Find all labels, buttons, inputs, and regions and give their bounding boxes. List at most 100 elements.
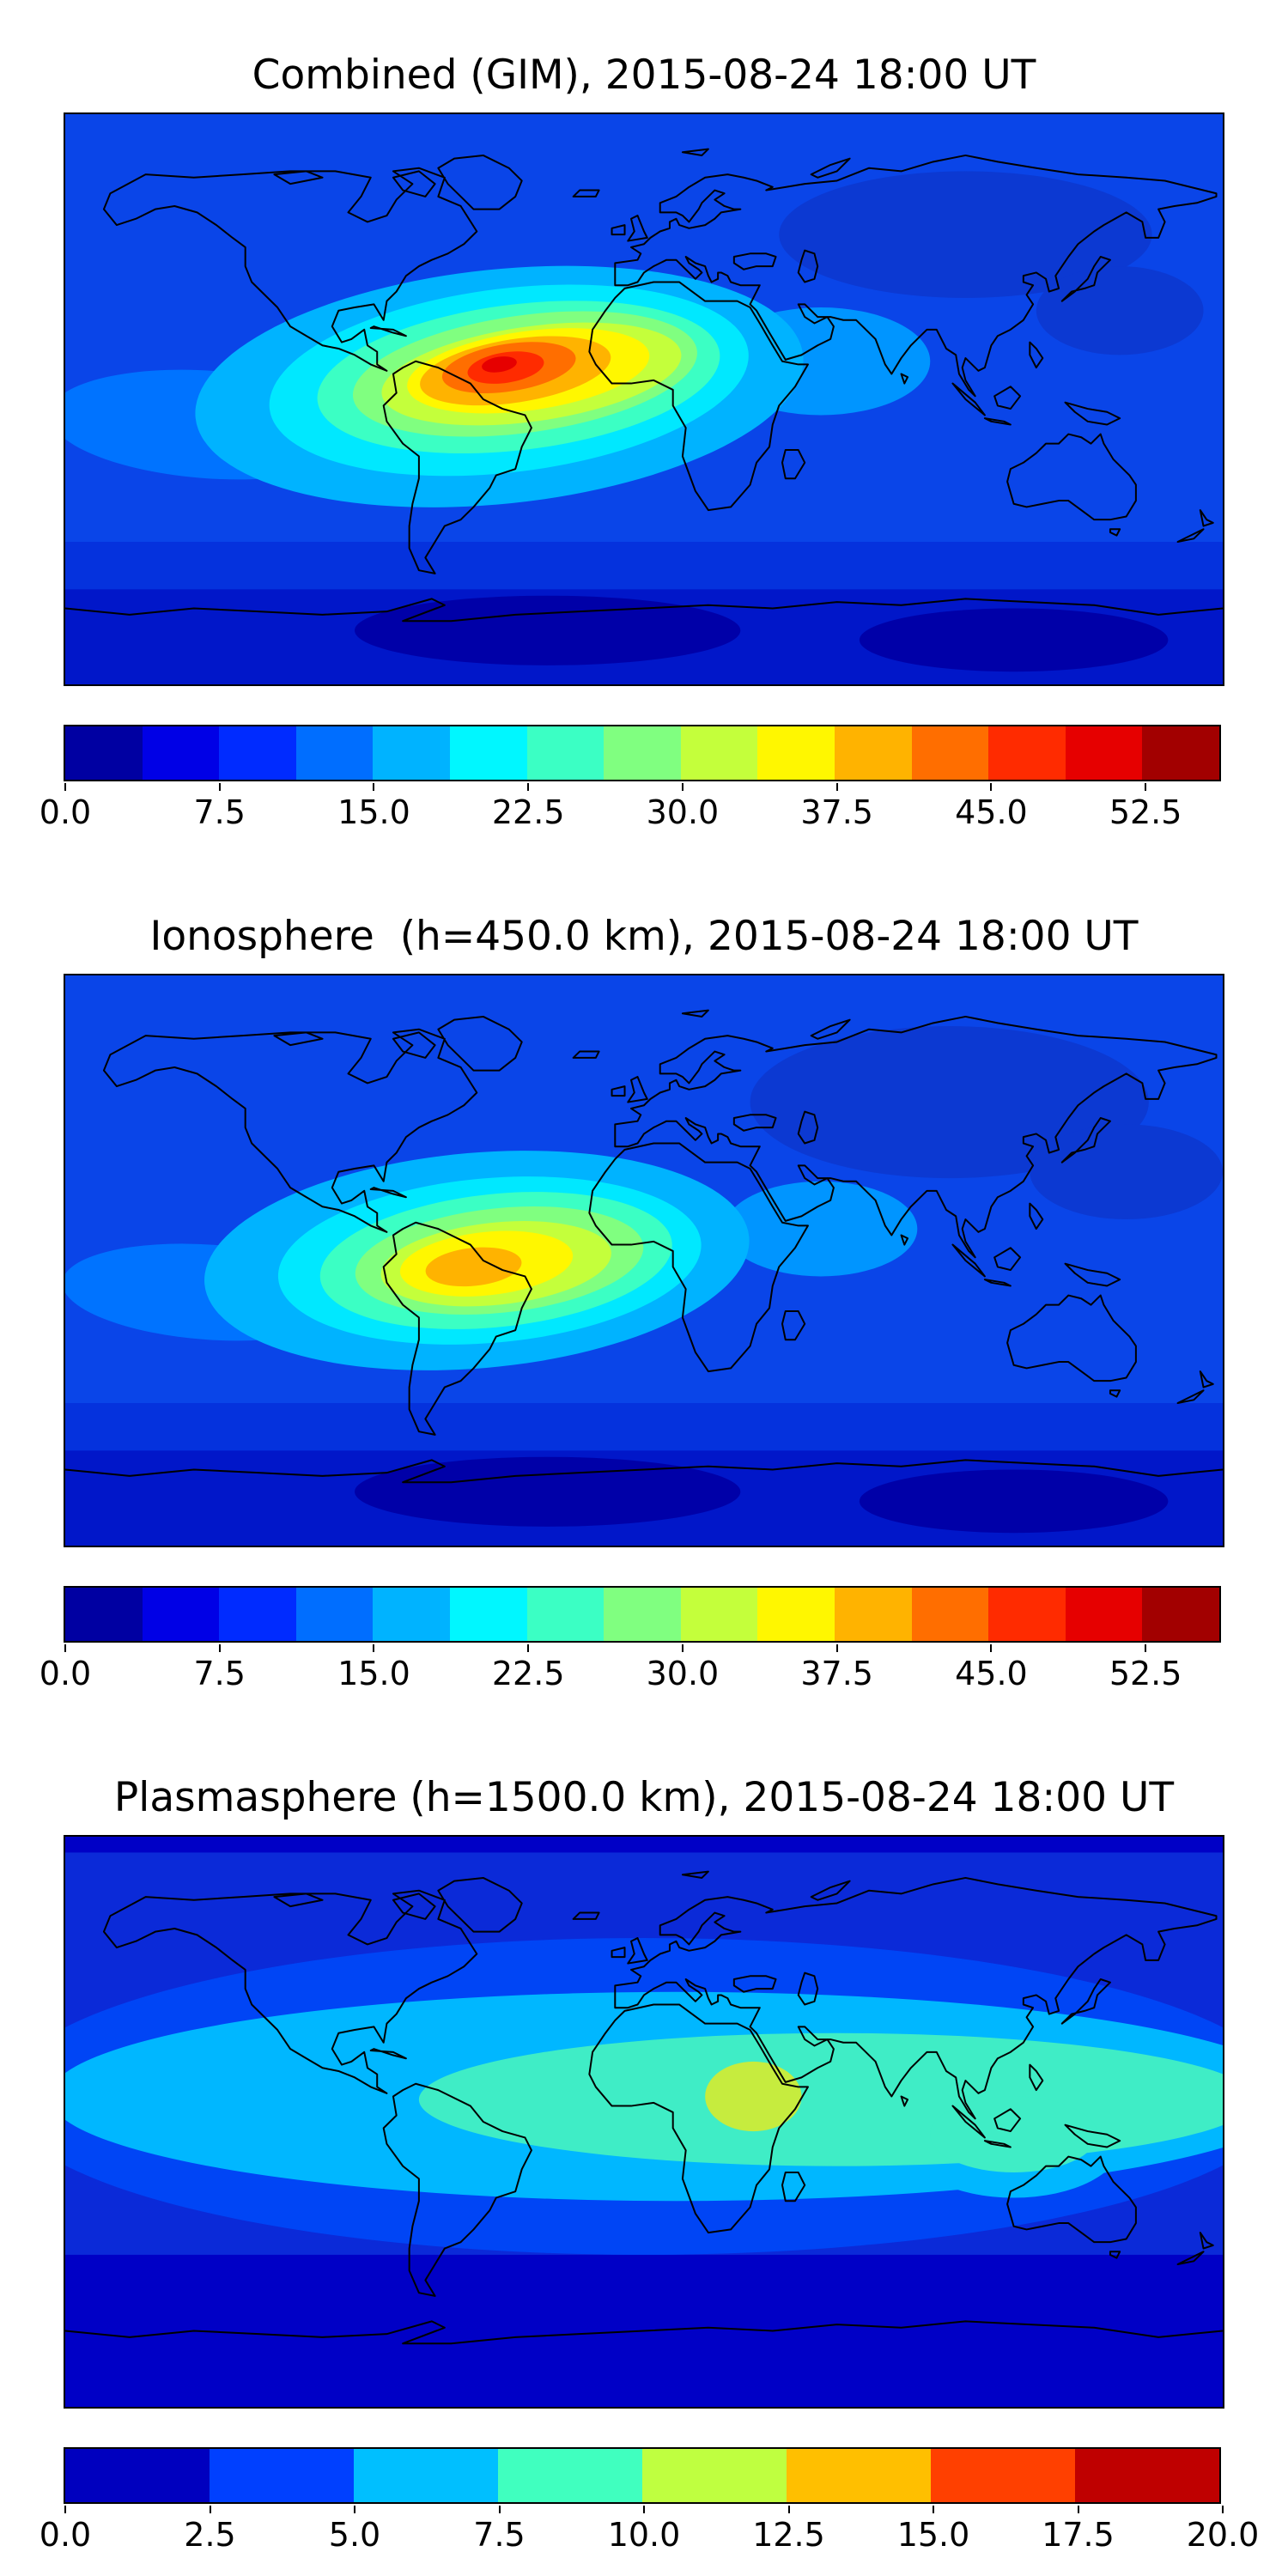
panel-ionosphere: Ionosphere (h=450.0 km), 2015-08-24 18:0… <box>0 911 1288 1692</box>
colorbar-segment <box>642 2449 787 2502</box>
colorbar-segment <box>680 1588 758 1641</box>
colorbar-tick-mark <box>990 783 993 791</box>
colorbar-segment <box>142 726 220 780</box>
colorbar-segment <box>911 1588 989 1641</box>
colorbar-segment <box>210 2449 354 2502</box>
map-contour-region <box>355 1456 741 1527</box>
colorbar-segment <box>1142 1588 1219 1641</box>
colorbar-segment <box>65 2449 210 2502</box>
colorbar-segment <box>1142 726 1219 780</box>
colorbar-tick-label: 7.5 <box>193 1655 246 1692</box>
colorbar-tick-mark <box>1145 783 1147 791</box>
colorbar-tick-mark <box>990 1644 993 1652</box>
coastlines-path <box>65 149 1223 622</box>
colorbar-segment <box>757 1588 835 1641</box>
colorbar-segment <box>988 726 1066 780</box>
colorbar-tick-mark <box>643 2506 645 2513</box>
colorbar-tick-label: 17.5 <box>1042 2516 1115 2554</box>
map-canvas <box>65 975 1223 1546</box>
map-contour-region <box>859 608 1169 672</box>
map-contour-region <box>859 1469 1169 1534</box>
world-map-plasmasphere <box>64 1835 1224 2409</box>
colorbar-segment <box>1065 726 1143 780</box>
colorbar-tick-mark <box>373 1644 375 1652</box>
colorbar-segment <box>295 1588 374 1641</box>
colorbar-tick-label: 15.0 <box>337 1655 410 1692</box>
colorbar-segment <box>1065 1588 1143 1641</box>
world-map-ionosphere <box>64 974 1224 1547</box>
map-contour-region <box>724 1181 918 1277</box>
colorbar-segment <box>373 1588 450 1641</box>
colorbar-tick-label: 15.0 <box>337 793 410 831</box>
world-map-combined <box>64 112 1224 686</box>
colorbar-tick-label: 30.0 <box>646 1655 720 1692</box>
colorbar-tick-mark <box>933 2506 934 2513</box>
colorbar-segment <box>354 2449 498 2502</box>
colorbar-tick-label: 37.5 <box>800 1655 873 1692</box>
colorbar-tick-mark <box>1145 1644 1147 1652</box>
colorbar-segment <box>834 1588 912 1641</box>
colorbar-tick-mark <box>218 1644 221 1652</box>
colorbar-ticks: 0.0 7.5 15.0 22.5 30.0 37.5 45.0 52.5 <box>39 783 1223 831</box>
map-contour-region <box>1036 266 1204 355</box>
map-contour-region <box>779 171 1152 298</box>
colorbar-tick-mark <box>681 783 683 791</box>
colorbar-segment <box>373 726 450 780</box>
colorbar-tick-label: 12.5 <box>752 2516 825 2554</box>
colorbar-segment <box>449 726 527 780</box>
colorbar-segment <box>498 2449 642 2502</box>
colorbar <box>64 2447 1221 2504</box>
panel-title: Plasmasphere (h=1500.0 km), 2015-08-24 1… <box>113 1774 1175 1821</box>
colorbar-segment <box>65 726 143 780</box>
colorbar-ticks: 0.0 2.5 5.0 7.5 10.0 12.5 15.0 17.5 20.0 <box>39 2506 1259 2554</box>
colorbar-tick-mark <box>835 783 838 791</box>
map-contour-region <box>355 595 741 665</box>
colorbar-tick-mark <box>1077 2506 1079 2513</box>
map-contour-region <box>750 1026 1149 1179</box>
colorbar-tick-mark <box>1222 2506 1224 2513</box>
colorbar-tick-label: 10.0 <box>607 2516 681 2554</box>
panel-combined-gim: Combined (GIM), 2015-08-24 18:00 UT 0.0 7… <box>0 50 1288 831</box>
colorbar-tick-mark <box>354 2506 355 2513</box>
colorbar-segment <box>449 1588 527 1641</box>
colorbar-tick-label: 52.5 <box>1109 793 1182 831</box>
colorbar <box>64 725 1221 781</box>
colorbar-tick-mark <box>527 1644 530 1652</box>
coastlines-path <box>65 1872 1223 2344</box>
colorbar-tick-mark <box>835 1644 838 1652</box>
colorbar-tick-mark <box>64 1644 66 1652</box>
colorbar-tick-label: 5.0 <box>328 2516 381 2554</box>
panel-title: Combined (GIM), 2015-08-24 18:00 UT <box>252 52 1036 99</box>
map-contour-region <box>482 356 517 373</box>
colorbar-tick-mark <box>64 2506 66 2513</box>
colorbar-tick-mark <box>373 783 375 791</box>
colorbar-tick-mark <box>218 783 221 791</box>
colorbar-tick-label: 22.5 <box>491 1655 565 1692</box>
map-canvas <box>65 1837 1223 2407</box>
colorbar-segment <box>931 2449 1075 2502</box>
colorbar-segment <box>526 726 605 780</box>
colorbar-tick-label: 7.5 <box>473 2516 526 2554</box>
colorbar-tick-label: 0.0 <box>39 1655 92 1692</box>
colorbar-segment <box>787 2449 931 2502</box>
panel-plasmasphere: Plasmasphere (h=1500.0 km), 2015-08-24 1… <box>0 1772 1288 2554</box>
map-contour-region <box>425 1247 522 1287</box>
map-canvas <box>65 114 1223 684</box>
colorbar-segment <box>1075 2449 1219 2502</box>
colorbar-tick-mark <box>527 783 530 791</box>
colorbar-tick-mark <box>64 783 66 791</box>
colorbar-segment <box>219 1588 296 1641</box>
colorbar-segment <box>988 1588 1066 1641</box>
colorbar-tick-label: 15.0 <box>896 2516 970 2554</box>
map-contour-region <box>1030 1124 1223 1220</box>
colorbar-tick-label: 37.5 <box>800 793 873 831</box>
colorbar-segment <box>604 726 681 780</box>
colorbar <box>64 1586 1221 1643</box>
colorbar-segment <box>604 1588 681 1641</box>
colorbar-segment <box>834 726 912 780</box>
colorbar-segment <box>65 1588 143 1641</box>
colorbar-segment <box>757 726 835 780</box>
colorbar-segment <box>295 726 374 780</box>
colorbar-tick-mark <box>498 2506 501 2513</box>
colorbar-tick-mark <box>787 2506 790 2513</box>
